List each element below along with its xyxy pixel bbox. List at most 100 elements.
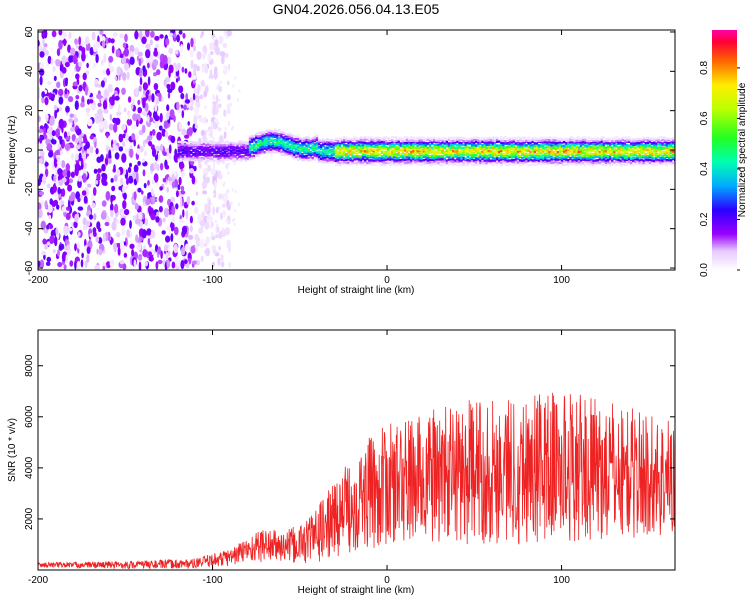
spectrogram-cell <box>604 137 608 141</box>
spectrogram-cell <box>495 136 499 139</box>
spectrogram-cell <box>433 152 436 155</box>
spectrogram-cell <box>232 142 235 145</box>
spectrogram-cell <box>218 206 221 210</box>
spectrogram-cell <box>38 208 43 219</box>
spectrogram-cell <box>126 178 129 185</box>
spectrogram-cell <box>644 136 647 140</box>
spectrogram-cell <box>491 152 495 156</box>
spectrogram-cell <box>525 153 528 156</box>
spectrogram-cell <box>194 154 197 157</box>
spectrogram-cell <box>604 161 608 164</box>
spectrogram-cell <box>68 195 74 202</box>
spectrogram-cell <box>267 142 271 145</box>
spectrogram-cell <box>393 151 396 154</box>
spectrogram-cell <box>410 147 413 150</box>
spectrogram-cell <box>324 146 327 149</box>
spectrogram-cell <box>269 129 273 133</box>
spectrogram-cell <box>269 144 273 148</box>
spectrogram-cell <box>483 139 486 143</box>
spectrogram-cell <box>366 156 369 159</box>
spectrogram-cell <box>51 139 57 145</box>
spectrogram-cell <box>546 141 549 144</box>
spectrogram-cell <box>191 175 196 185</box>
spectrogram-cell <box>399 136 402 140</box>
spectrogram-cell <box>58 30 63 36</box>
spectrogram-cell <box>78 152 82 162</box>
spectrogram-cell <box>163 207 170 218</box>
spectrogram-cell <box>437 139 440 142</box>
spectrogram-cell <box>242 154 245 158</box>
spectrogram-cell <box>145 43 151 49</box>
spectrogram-cell <box>638 162 641 166</box>
spectrogram-cell <box>326 146 329 149</box>
spectrogram-cell <box>638 161 641 164</box>
spectrogram-cell <box>447 158 451 161</box>
spectrogram-cell <box>380 140 384 144</box>
spectrogram-cell <box>151 93 155 103</box>
spectrogram-cell <box>276 130 279 133</box>
spectrogram-cell <box>347 137 350 140</box>
spectrogram-cell <box>577 153 580 156</box>
spectrogram-cell <box>567 137 570 141</box>
spectrogram-cell <box>399 158 402 162</box>
spectrogram-cell <box>410 143 413 147</box>
spectrogram-cell <box>583 154 587 158</box>
spectrogram-cell <box>378 162 382 166</box>
y-tick-label: 2000 <box>24 507 35 530</box>
spectrogram-cell <box>100 211 107 220</box>
spectrogram-cell <box>669 149 673 153</box>
spectrogram-cell <box>215 150 218 154</box>
spectrogram-cell <box>606 155 610 158</box>
spectrogram-cell <box>322 138 325 142</box>
spectrogram-cell <box>495 138 499 141</box>
y-tick-label: 6000 <box>24 405 35 428</box>
spectrogram-cell <box>157 246 161 255</box>
spectrogram-cell <box>240 148 243 151</box>
spectrogram-cell <box>389 161 392 164</box>
spectrogram-cell <box>232 218 234 222</box>
spectrogram-cell <box>55 180 60 188</box>
spectrogram-cell <box>305 150 308 153</box>
spectrogram-cell <box>364 160 367 163</box>
spectrogram-cell <box>426 138 430 141</box>
spectrogram-cell <box>169 221 175 232</box>
spectrogram-cell <box>416 151 419 154</box>
spectrogram-cell <box>596 159 599 162</box>
spectrogram-cell <box>142 158 145 163</box>
spectrogram-cell <box>623 142 627 145</box>
spectrogram-cell <box>410 141 413 145</box>
spectrogram-cell <box>353 158 356 161</box>
spectrogram-cell <box>220 254 224 261</box>
spectrogram-cell <box>95 180 99 185</box>
spectrogram-cell <box>162 217 166 223</box>
spectrogram-cell <box>604 156 608 159</box>
spectrogram-cell <box>586 152 589 155</box>
spectrogram-cell <box>487 159 490 162</box>
spectrogram-cell <box>671 145 675 149</box>
spectrogram-cell <box>292 147 296 150</box>
spectrogram-cell <box>422 150 425 153</box>
spectrogram-cell <box>186 148 189 151</box>
spectrogram-cell <box>558 139 562 142</box>
spectrogram-cell <box>452 155 455 158</box>
spectrogram-cell <box>464 137 467 140</box>
spectrogram-cell <box>207 129 210 132</box>
spectrogram-cell <box>193 44 196 52</box>
spectrogram-cell <box>433 140 436 143</box>
spectrogram-cell <box>617 160 620 164</box>
spectrogram-cell <box>661 162 664 166</box>
spectrogram-cell <box>642 136 645 139</box>
spectrogram-cell <box>634 150 637 154</box>
spectrogram-cell <box>123 107 127 113</box>
spectrogram-cell <box>401 154 405 157</box>
spectrogram-cell <box>588 158 591 162</box>
spectrogram-cell <box>210 130 213 139</box>
spectrogram-cell <box>255 136 258 140</box>
spectrogram-cell <box>581 152 585 155</box>
spectrogram-cell <box>525 139 528 142</box>
spectrogram-cell <box>179 140 183 144</box>
spectrogram-cell <box>198 143 201 146</box>
spectrogram-cell <box>590 161 593 164</box>
spectrogram-cell <box>309 155 312 159</box>
spectrogram-cell <box>107 136 111 141</box>
